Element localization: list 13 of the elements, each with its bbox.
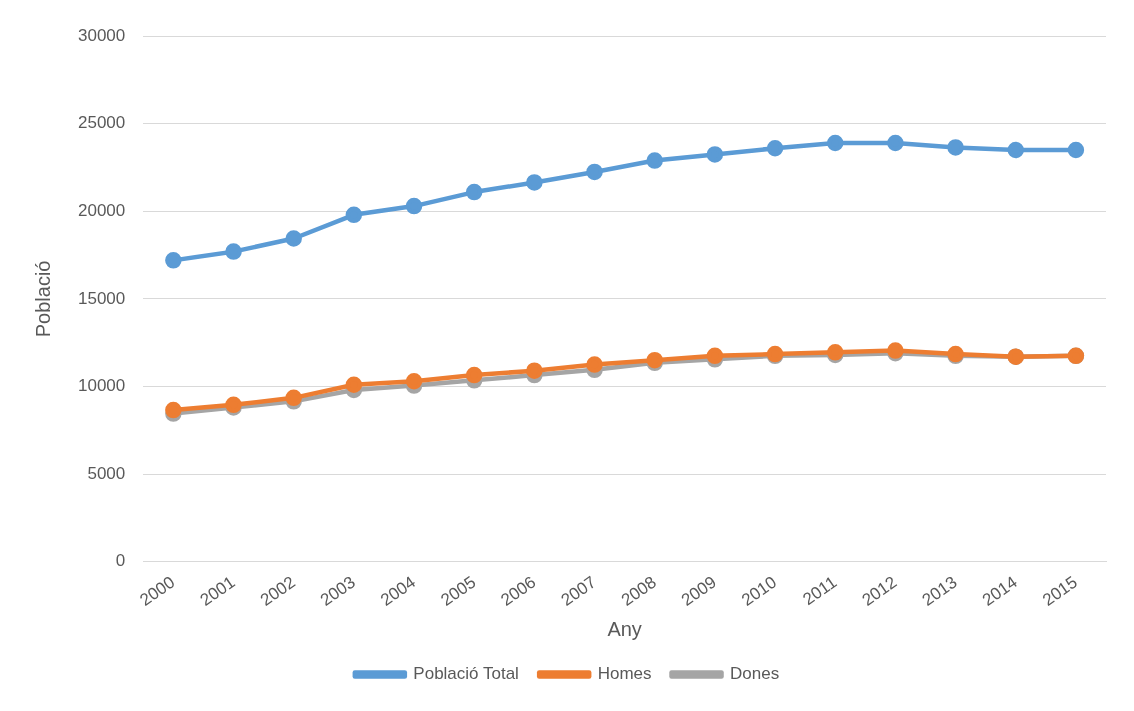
x-tick-label: 2011 xyxy=(799,572,841,610)
legend-label: Homes xyxy=(597,664,652,684)
y-tick-label: 30000 xyxy=(77,25,126,45)
y-tick-label: 0 xyxy=(115,551,126,571)
legend-label: Població Total xyxy=(413,664,519,684)
x-axis-title: Any xyxy=(607,617,642,640)
y-tick-label: 25000 xyxy=(77,113,126,133)
y-tick-label: 10000 xyxy=(77,376,126,396)
y-tick-label: 5000 xyxy=(87,463,126,483)
legend-label: Dones xyxy=(730,664,780,684)
y-axis-title: Població xyxy=(31,260,54,338)
y-tick-label: 20000 xyxy=(77,201,126,221)
y-tick-label: 15000 xyxy=(77,288,126,308)
